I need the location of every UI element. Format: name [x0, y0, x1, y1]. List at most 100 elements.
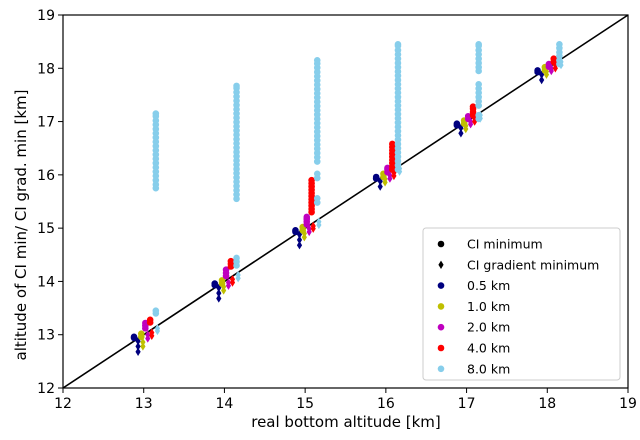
legend-label: 4.0 km — [467, 341, 510, 356]
data-point-ci-grad-min — [145, 330, 151, 339]
y-tick-label: 17 — [37, 115, 55, 131]
data-point-ci-grad-min — [135, 347, 141, 356]
legend-entry: CI minimum — [437, 237, 543, 252]
x-tick-label: 18 — [538, 396, 556, 412]
x-tick-label: 15 — [296, 396, 314, 412]
legend-box — [422, 227, 621, 381]
data-point-ci-grad-min — [296, 240, 303, 250]
data-point-ci-min — [394, 41, 402, 48]
data-point-ci-min — [313, 195, 321, 202]
data-point-ci-min — [475, 80, 482, 88]
data-point-ci-min — [372, 173, 380, 181]
axes-frame — [62, 14, 629, 389]
x-tick-label: 17 — [458, 396, 476, 412]
y-tick-label: 12 — [37, 381, 55, 397]
data-point-ci-grad-min — [477, 110, 483, 120]
data-point-ci-min — [475, 41, 482, 48]
y-tick-label: 18 — [37, 61, 55, 77]
y-tick-label: 15 — [37, 221, 55, 237]
legend-entry: 8.0 km — [437, 361, 510, 376]
data-point-ci-min — [227, 257, 235, 265]
data-point-ci-min — [313, 56, 321, 64]
data-point-ci-grad-min — [387, 171, 393, 180]
data-point-ci-min — [211, 280, 219, 287]
legend-marker-circle — [437, 240, 445, 248]
series-4-0-km — [146, 55, 558, 340]
x-tick-label: 19 — [619, 396, 637, 412]
data-point-ci-grad-min — [229, 275, 236, 284]
data-point-ci-grad-min — [296, 235, 303, 245]
data-point-ci-min — [152, 110, 160, 117]
x-tick-label: 13 — [135, 396, 153, 412]
y-tick-label: 13 — [37, 328, 55, 344]
data-point-ci-grad-min — [458, 123, 464, 133]
data-point-ci-min — [453, 120, 461, 128]
data-point-ci-grad-min — [396, 164, 403, 173]
legend-label: 0.5 km — [467, 278, 510, 293]
x-tick-label: 16 — [377, 396, 395, 412]
data-point-ci-min — [389, 140, 396, 148]
data-point-ci-min — [308, 176, 315, 184]
legend-marker-diamond — [438, 260, 444, 269]
data-point-ci-grad-min — [216, 294, 222, 303]
data-point-ci-grad-min — [225, 278, 232, 287]
data-point-ci-grad-min — [377, 182, 383, 191]
series-0-5-km — [130, 67, 545, 356]
legend-marker-circle — [437, 344, 445, 352]
data-point-ci-min — [550, 55, 558, 62]
data-point-ci-grad-min — [149, 328, 155, 337]
data-point-ci-min — [130, 333, 138, 341]
data-point-ci-min — [534, 67, 541, 74]
data-point-ci-min — [146, 316, 154, 324]
data-point-ci-grad-min — [548, 64, 554, 73]
data-point-ci-grad-min — [382, 174, 388, 184]
legend-entry: CI gradient minimum — [438, 257, 599, 272]
data-point-ci-min — [218, 277, 226, 284]
legend-label: 8.0 km — [467, 361, 510, 376]
legend-label: CI minimum — [467, 237, 543, 252]
y-tick-label: 14 — [37, 274, 55, 290]
legend-entry: 0.5 km — [437, 278, 510, 293]
data-point-ci-grad-min — [310, 221, 316, 231]
legend-label: 2.0 km — [467, 320, 510, 335]
data-point-ci-grad-min — [140, 342, 146, 351]
series-1-0-km — [137, 63, 550, 351]
data-point-ci-grad-min — [235, 270, 241, 280]
data-point-ci-grad-min — [552, 60, 558, 70]
legend-entry: 2.0 km — [437, 320, 510, 335]
data-point-ci-min — [469, 103, 477, 110]
series-2-0-km — [142, 60, 554, 343]
chart-marks — [130, 41, 564, 356]
data-point-ci-grad-min — [463, 121, 469, 131]
legend-label: CI gradient minimum — [467, 257, 599, 272]
data-point-ci-grad-min — [154, 324, 161, 333]
legend-label: 1.0 km — [467, 299, 510, 314]
data-point-ci-min — [152, 307, 160, 315]
y-tick-label: 19 — [37, 8, 55, 24]
series-8-0-km — [152, 41, 564, 336]
data-point-ci-min — [142, 319, 149, 327]
data-point-ci-grad-min — [458, 129, 464, 138]
y-tick-label: 16 — [37, 168, 55, 184]
data-point-ci-grad-min — [558, 57, 564, 67]
data-point-ci-min — [233, 82, 240, 90]
data-point-ci-grad-min — [316, 217, 322, 226]
data-point-ci-min — [313, 170, 321, 178]
data-point-ci-grad-min — [472, 114, 478, 123]
legend-marker-circle — [437, 303, 445, 310]
x-tick-label: 14 — [216, 396, 234, 412]
data-point-ci-min — [233, 254, 240, 262]
legend-marker-circle — [437, 323, 445, 331]
data-point-ci-min — [292, 226, 299, 234]
legend-entry: 1.0 km — [437, 299, 510, 314]
data-point-ci-grad-min — [539, 75, 545, 85]
data-point-ci-min — [303, 213, 311, 221]
data-point-ci-grad-min — [391, 168, 397, 177]
data-point-ci-grad-min — [216, 288, 222, 298]
data-point-ci-min — [137, 330, 145, 337]
data-point-ci-min — [556, 41, 563, 48]
axes: 12 13 14 15 16 17 18 19 12 13 14 15 16 17 18 19 — [37, 8, 637, 412]
data-point-ci-grad-min — [135, 342, 141, 351]
